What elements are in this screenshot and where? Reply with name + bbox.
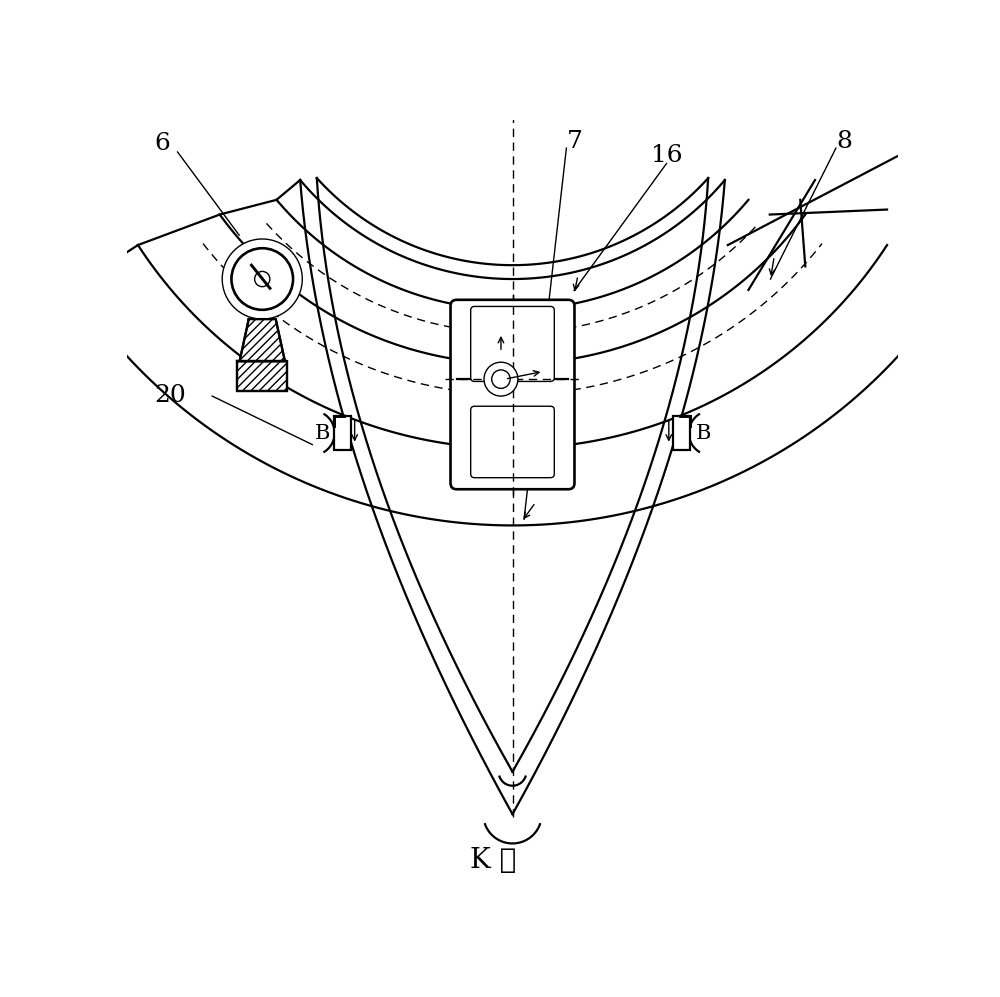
FancyBboxPatch shape — [451, 300, 574, 490]
Text: K 向: K 向 — [470, 847, 516, 874]
Circle shape — [492, 370, 510, 389]
Polygon shape — [237, 362, 287, 391]
Text: 8: 8 — [836, 131, 852, 154]
Bar — [334, 416, 351, 451]
Text: 7: 7 — [566, 131, 582, 154]
Text: B: B — [696, 424, 711, 444]
Text: B: B — [315, 424, 330, 444]
Text: 16: 16 — [651, 144, 683, 166]
Circle shape — [484, 362, 518, 396]
Text: 6: 6 — [154, 132, 170, 155]
FancyBboxPatch shape — [471, 306, 554, 382]
Polygon shape — [240, 319, 285, 362]
Text: 20: 20 — [154, 384, 186, 407]
Circle shape — [222, 239, 302, 319]
FancyBboxPatch shape — [471, 406, 554, 478]
Bar — [673, 416, 690, 451]
Text: e: e — [503, 323, 514, 341]
Circle shape — [255, 271, 270, 287]
Circle shape — [231, 248, 293, 310]
